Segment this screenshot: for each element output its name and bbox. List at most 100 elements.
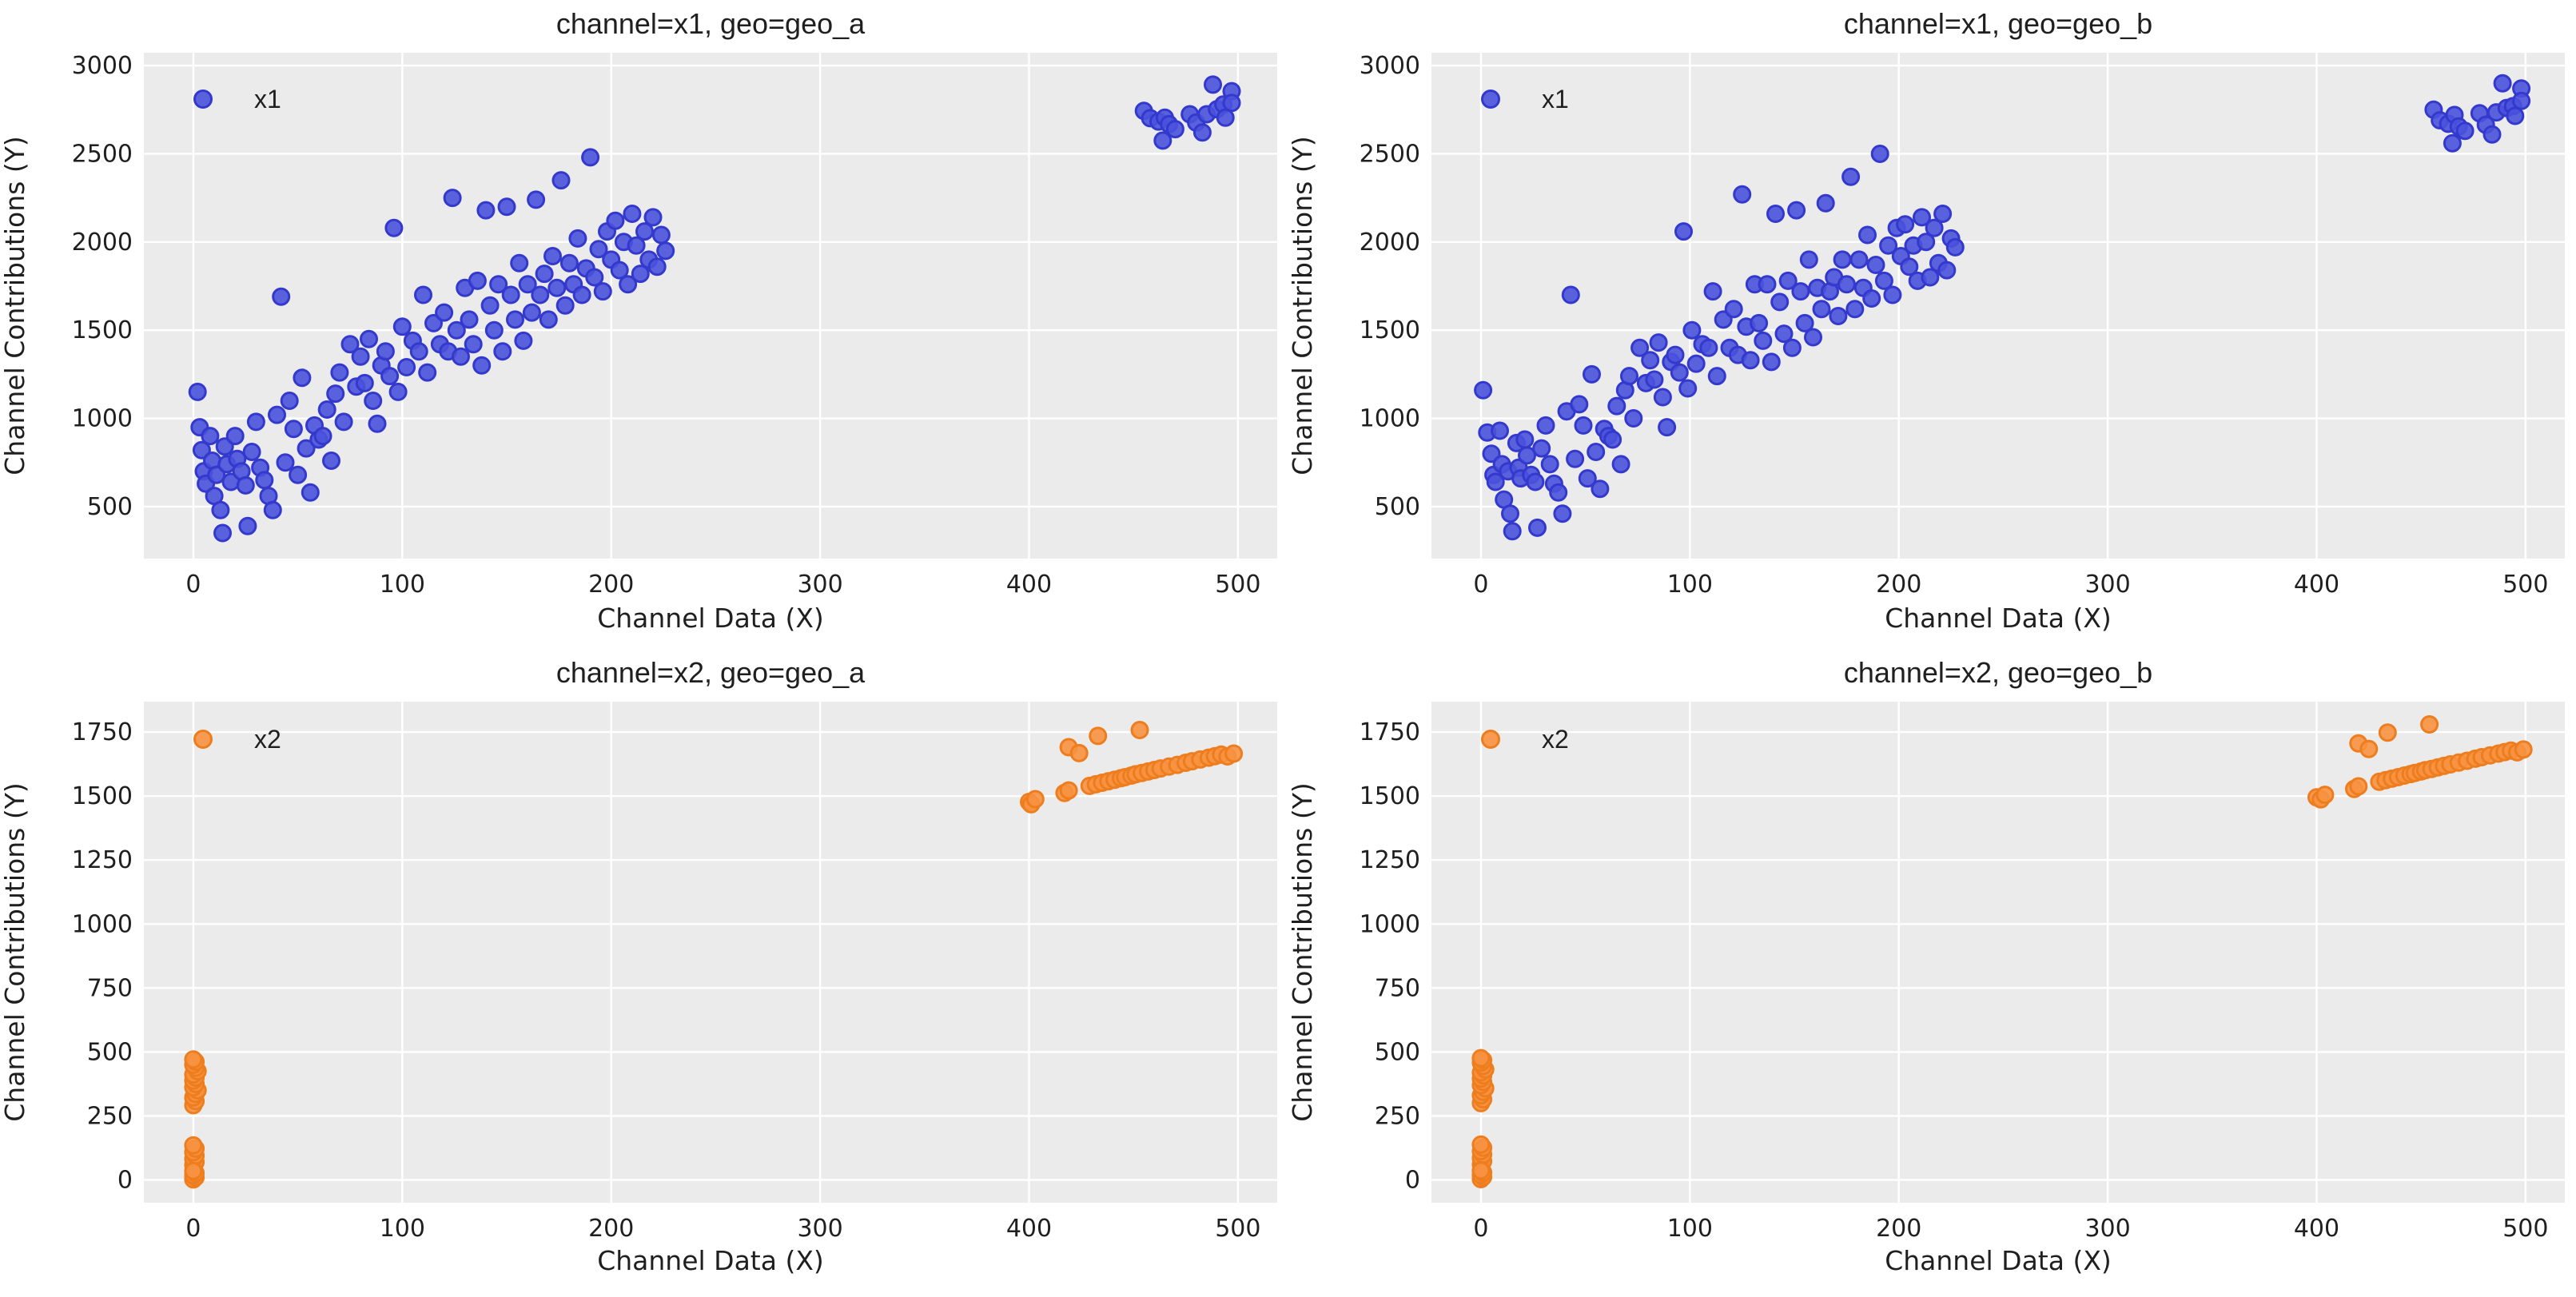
svg-text:100: 100 — [380, 571, 425, 599]
subplot-title: channel=x2, geo=geo_a — [556, 656, 866, 689]
data-point — [1630, 338, 1650, 357]
data-point — [1829, 307, 1848, 325]
data-point — [317, 400, 336, 419]
data-point — [1795, 313, 1814, 332]
svg-text:250: 250 — [1375, 1102, 1420, 1130]
data-point — [2493, 74, 2512, 93]
data-point — [1540, 455, 1559, 474]
svg-text:1000: 1000 — [1360, 405, 1420, 433]
data-point — [322, 452, 340, 470]
data-point — [1486, 472, 1505, 491]
data-point — [1583, 364, 1601, 384]
scatter-points — [184, 721, 1244, 1189]
subplot-title: channel=x2, geo=geo_b — [1844, 656, 2152, 689]
data-point — [1153, 131, 1173, 150]
svg-text:300: 300 — [797, 571, 842, 599]
svg-text:750: 750 — [87, 974, 133, 1002]
data-point — [627, 236, 646, 255]
data-point — [1866, 256, 1885, 274]
data-point — [2359, 739, 2379, 758]
y-axis-label: Channel Contributions (Y) — [1288, 782, 1318, 1121]
data-point — [1204, 75, 1222, 94]
scatter-chart-x2-geo-b: 0 100 200 300 400 500 0 250 500 750 1000 1250 1500 17… — [1288, 656, 2565, 1276]
data-point — [1528, 518, 1547, 537]
svg-text:300: 300 — [2084, 571, 2130, 599]
svg-text:1250: 1250 — [72, 846, 133, 874]
svg-text:500: 500 — [1375, 493, 1420, 521]
y-axis-label: Channel Contributions (Y) — [1288, 136, 1318, 475]
svg-text:1000: 1000 — [1360, 910, 1420, 938]
data-point — [1549, 483, 1568, 502]
svg-text:3000: 3000 — [72, 52, 133, 80]
data-point — [1216, 108, 1235, 127]
data-point — [1703, 282, 1722, 301]
data-point — [506, 310, 524, 329]
data-point — [368, 414, 387, 433]
data-point — [1933, 205, 1953, 223]
data-point — [207, 465, 226, 484]
data-point — [551, 171, 571, 190]
data-point — [1491, 421, 1509, 440]
data-point — [1471, 1135, 1491, 1154]
data-point — [531, 285, 550, 304]
data-point — [1587, 443, 1606, 461]
data-point — [1774, 324, 1794, 344]
svg-text:500: 500 — [1375, 1038, 1420, 1066]
data-point — [1553, 504, 1572, 523]
data-point — [2514, 740, 2533, 759]
data-point — [1682, 320, 1702, 340]
data-point — [1471, 1161, 1491, 1180]
y-tick-labels: 0 250 500 750 1000 1250 1500 1750 — [72, 718, 133, 1194]
data-point — [568, 229, 587, 248]
scatter-points — [1474, 74, 2531, 541]
svg-text:400: 400 — [2294, 1215, 2339, 1243]
svg-text:500: 500 — [2502, 571, 2548, 599]
data-point — [514, 331, 533, 350]
data-point — [1503, 522, 1522, 541]
data-point — [1658, 418, 1677, 437]
data-point — [289, 465, 308, 484]
scatter-chart-x1-geo-a: 0 100 200 300 400 500 500 1000 1500 2000 2500 3000 C… — [0, 7, 1277, 634]
svg-text:500: 500 — [87, 1038, 133, 1066]
data-point — [443, 189, 462, 208]
data-point — [1645, 370, 1664, 389]
data-point — [1222, 93, 1241, 113]
x-axis-label: Channel Data (X) — [1885, 603, 2112, 634]
svg-text:2500: 2500 — [1360, 140, 1420, 168]
data-point — [184, 1050, 203, 1069]
data-point — [1845, 300, 1865, 319]
scatter-points — [1471, 715, 2533, 1188]
data-point — [468, 271, 487, 290]
data-point — [1754, 331, 1773, 350]
data-point — [489, 275, 508, 294]
data-point — [447, 320, 466, 340]
data-point — [293, 368, 312, 388]
data-point — [330, 363, 349, 382]
data-point — [484, 320, 504, 340]
legend: x1 — [1481, 85, 1569, 113]
data-point — [1741, 351, 1760, 370]
data-point — [1192, 123, 1212, 142]
data-point — [535, 265, 554, 284]
data-point — [280, 392, 299, 410]
data-point — [418, 363, 437, 382]
scatter-points — [188, 75, 1241, 543]
svg-text:0: 0 — [185, 1215, 201, 1243]
legend-marker-icon — [193, 730, 213, 749]
data-point — [539, 310, 558, 329]
data-point — [1724, 300, 1743, 319]
data-point — [1841, 167, 1861, 186]
data-point — [472, 356, 492, 375]
svg-text:1000: 1000 — [72, 910, 133, 938]
data-point — [2512, 91, 2531, 110]
data-point — [1130, 721, 1149, 739]
svg-text:100: 100 — [1667, 571, 1713, 599]
data-point — [501, 285, 520, 304]
data-point — [1603, 430, 1622, 449]
data-point — [1945, 237, 1965, 257]
data-point — [1591, 479, 1610, 499]
data-point — [201, 427, 220, 446]
data-point — [1837, 275, 1856, 294]
data-point — [1674, 222, 1693, 241]
data-point — [1482, 444, 1501, 463]
